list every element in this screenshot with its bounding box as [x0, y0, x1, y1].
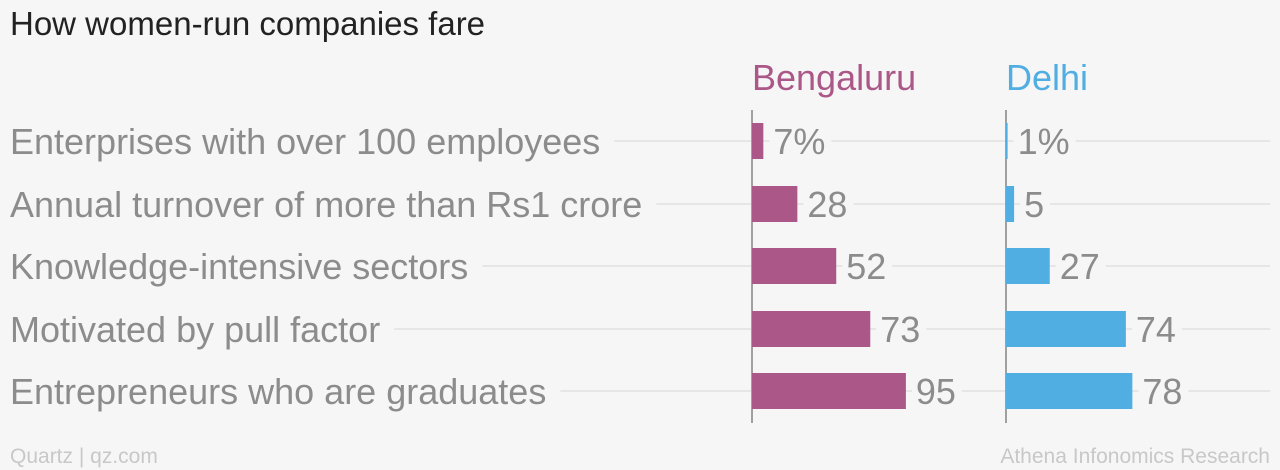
series-panel-delhi: Delhi 1% 5 27 74 78	[1005, 57, 1182, 423]
data-label: 7%	[773, 121, 825, 162]
category-labels: Enterprises with over 100 employees Annua…	[10, 121, 642, 412]
value-label-backdrop	[769, 135, 832, 147]
category-label: Entrepreneurs who are graduates	[10, 371, 546, 412]
value-label-backdrop	[1013, 135, 1076, 147]
bar	[752, 248, 837, 284]
bar	[752, 186, 798, 222]
bar	[1006, 123, 1008, 159]
bar	[752, 123, 764, 159]
bar	[1006, 373, 1133, 409]
value-label-backdrop	[1055, 260, 1106, 272]
bar	[752, 311, 871, 347]
value-label-backdrop	[842, 260, 893, 272]
data-label: 78	[1142, 371, 1182, 412]
chart-title: How women-run companies fare	[10, 5, 485, 42]
series-panel-bengaluru: Bengaluru 7% 28 52 73 95	[751, 57, 956, 423]
series-label: Delhi	[1006, 57, 1088, 98]
category-label: Knowledge-intensive sectors	[10, 246, 468, 287]
bar	[752, 373, 906, 409]
data-label: 52	[846, 246, 886, 287]
value-label-backdrop	[876, 323, 927, 335]
category-label: Enterprises with over 100 employees	[10, 121, 600, 162]
data-label: 5	[1024, 184, 1044, 225]
value-label-backdrop	[911, 385, 962, 397]
data-label: 1%	[1018, 121, 1070, 162]
value-label-backdrop	[803, 198, 854, 210]
footer-source-credit: Quartz | qz.com	[10, 445, 158, 468]
data-label: 27	[1060, 246, 1100, 287]
data-label: 28	[807, 184, 847, 225]
bar	[1006, 311, 1126, 347]
bar	[1006, 186, 1015, 222]
value-label-backdrop	[1020, 198, 1051, 210]
series-panels: Bengaluru 7% 28 52 73 95 Delhi 1% 5 27 74 78	[751, 57, 1189, 423]
category-label: Motivated by pull factor	[10, 309, 380, 350]
data-label: 73	[880, 309, 920, 350]
value-label-backdrop	[1131, 323, 1182, 335]
footer-data-source: Athena Infonomics Research	[1000, 445, 1270, 468]
bar	[1006, 248, 1050, 284]
data-label: 74	[1136, 309, 1176, 350]
data-label: 95	[916, 371, 956, 412]
category-label: Annual turnover of more than Rs1 crore	[10, 184, 642, 225]
series-label: Bengaluru	[752, 57, 916, 98]
value-label-backdrop	[1138, 385, 1189, 397]
